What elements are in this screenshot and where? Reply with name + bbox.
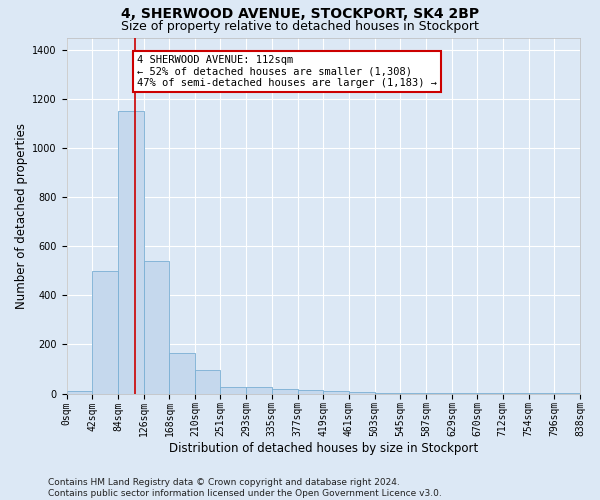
Bar <box>220 386 246 394</box>
Text: 4 SHERWOOD AVENUE: 112sqm
← 52% of detached houses are smaller (1,308)
47% of se: 4 SHERWOOD AVENUE: 112sqm ← 52% of detac… <box>137 54 437 88</box>
Bar <box>298 390 323 394</box>
Text: Contains HM Land Registry data © Crown copyright and database right 2024.
Contai: Contains HM Land Registry data © Crown c… <box>48 478 442 498</box>
Bar <box>92 271 118 394</box>
Text: Size of property relative to detached houses in Stockport: Size of property relative to detached ho… <box>121 20 479 33</box>
Bar <box>118 111 144 394</box>
Bar <box>375 393 400 394</box>
Bar <box>349 392 375 394</box>
Bar <box>246 388 272 394</box>
Bar <box>144 261 169 394</box>
Text: 4, SHERWOOD AVENUE, STOCKPORT, SK4 2BP: 4, SHERWOOD AVENUE, STOCKPORT, SK4 2BP <box>121 8 479 22</box>
Bar <box>272 388 298 394</box>
Bar <box>323 391 349 394</box>
X-axis label: Distribution of detached houses by size in Stockport: Distribution of detached houses by size … <box>169 442 478 455</box>
Y-axis label: Number of detached properties: Number of detached properties <box>15 122 28 308</box>
Bar <box>67 391 92 394</box>
Bar <box>195 370 220 394</box>
Bar <box>169 353 195 394</box>
